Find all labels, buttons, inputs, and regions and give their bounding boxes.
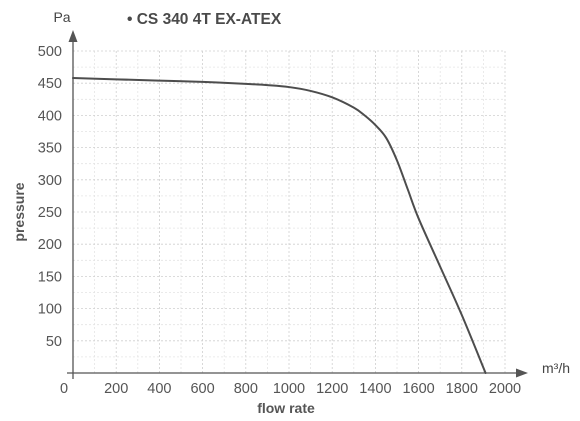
curves [72,77,487,374]
y-tick-label: 400 [38,108,62,124]
y-unit-label: Pa [53,9,70,25]
x-tick-label: 400 [147,381,171,397]
y-tick-label: 50 [46,334,62,350]
x-tick-label: 2000 [489,381,521,397]
x-tick-label: 1200 [316,381,348,397]
x-tick-label: 1600 [402,381,434,397]
y-axis-arrow [68,30,78,42]
x-tick-label: 1800 [446,381,478,397]
x-tick-label: 200 [104,381,128,397]
y-tick-label: 100 [38,302,62,318]
performance-curve [72,77,487,374]
y-tick-label: 450 [38,76,62,92]
y-tick-label: 300 [38,173,62,189]
y-tick-labels: 50 100 150 200 250 300 350 400 450 500 [38,44,62,350]
x-tick-label: 1400 [359,381,391,397]
x-tick-label: 1000 [273,381,305,397]
y-tick-label: 500 [38,44,62,60]
y-tick-label: 200 [38,237,62,253]
x-tick-label: 800 [234,381,258,397]
x-axis-title: flow rate [257,400,315,416]
x-tick-labels: 200 400 600 800 1000 1200 1400 1600 1800 2000 [104,381,521,397]
y-tick-label: 150 [38,269,62,285]
origin-label: 0 [60,381,68,397]
chart-title: • CS 340 4T EX-ATEX [127,11,282,28]
axes [67,30,528,379]
y-axis-title: pressure [11,182,27,241]
grid [73,50,506,373]
y-tick-label: 250 [38,205,62,221]
x-tick-label: 600 [190,381,214,397]
x-unit-label: m³/h [542,360,570,376]
y-tick-label: 350 [38,141,62,157]
x-axis-arrow [516,368,528,378]
